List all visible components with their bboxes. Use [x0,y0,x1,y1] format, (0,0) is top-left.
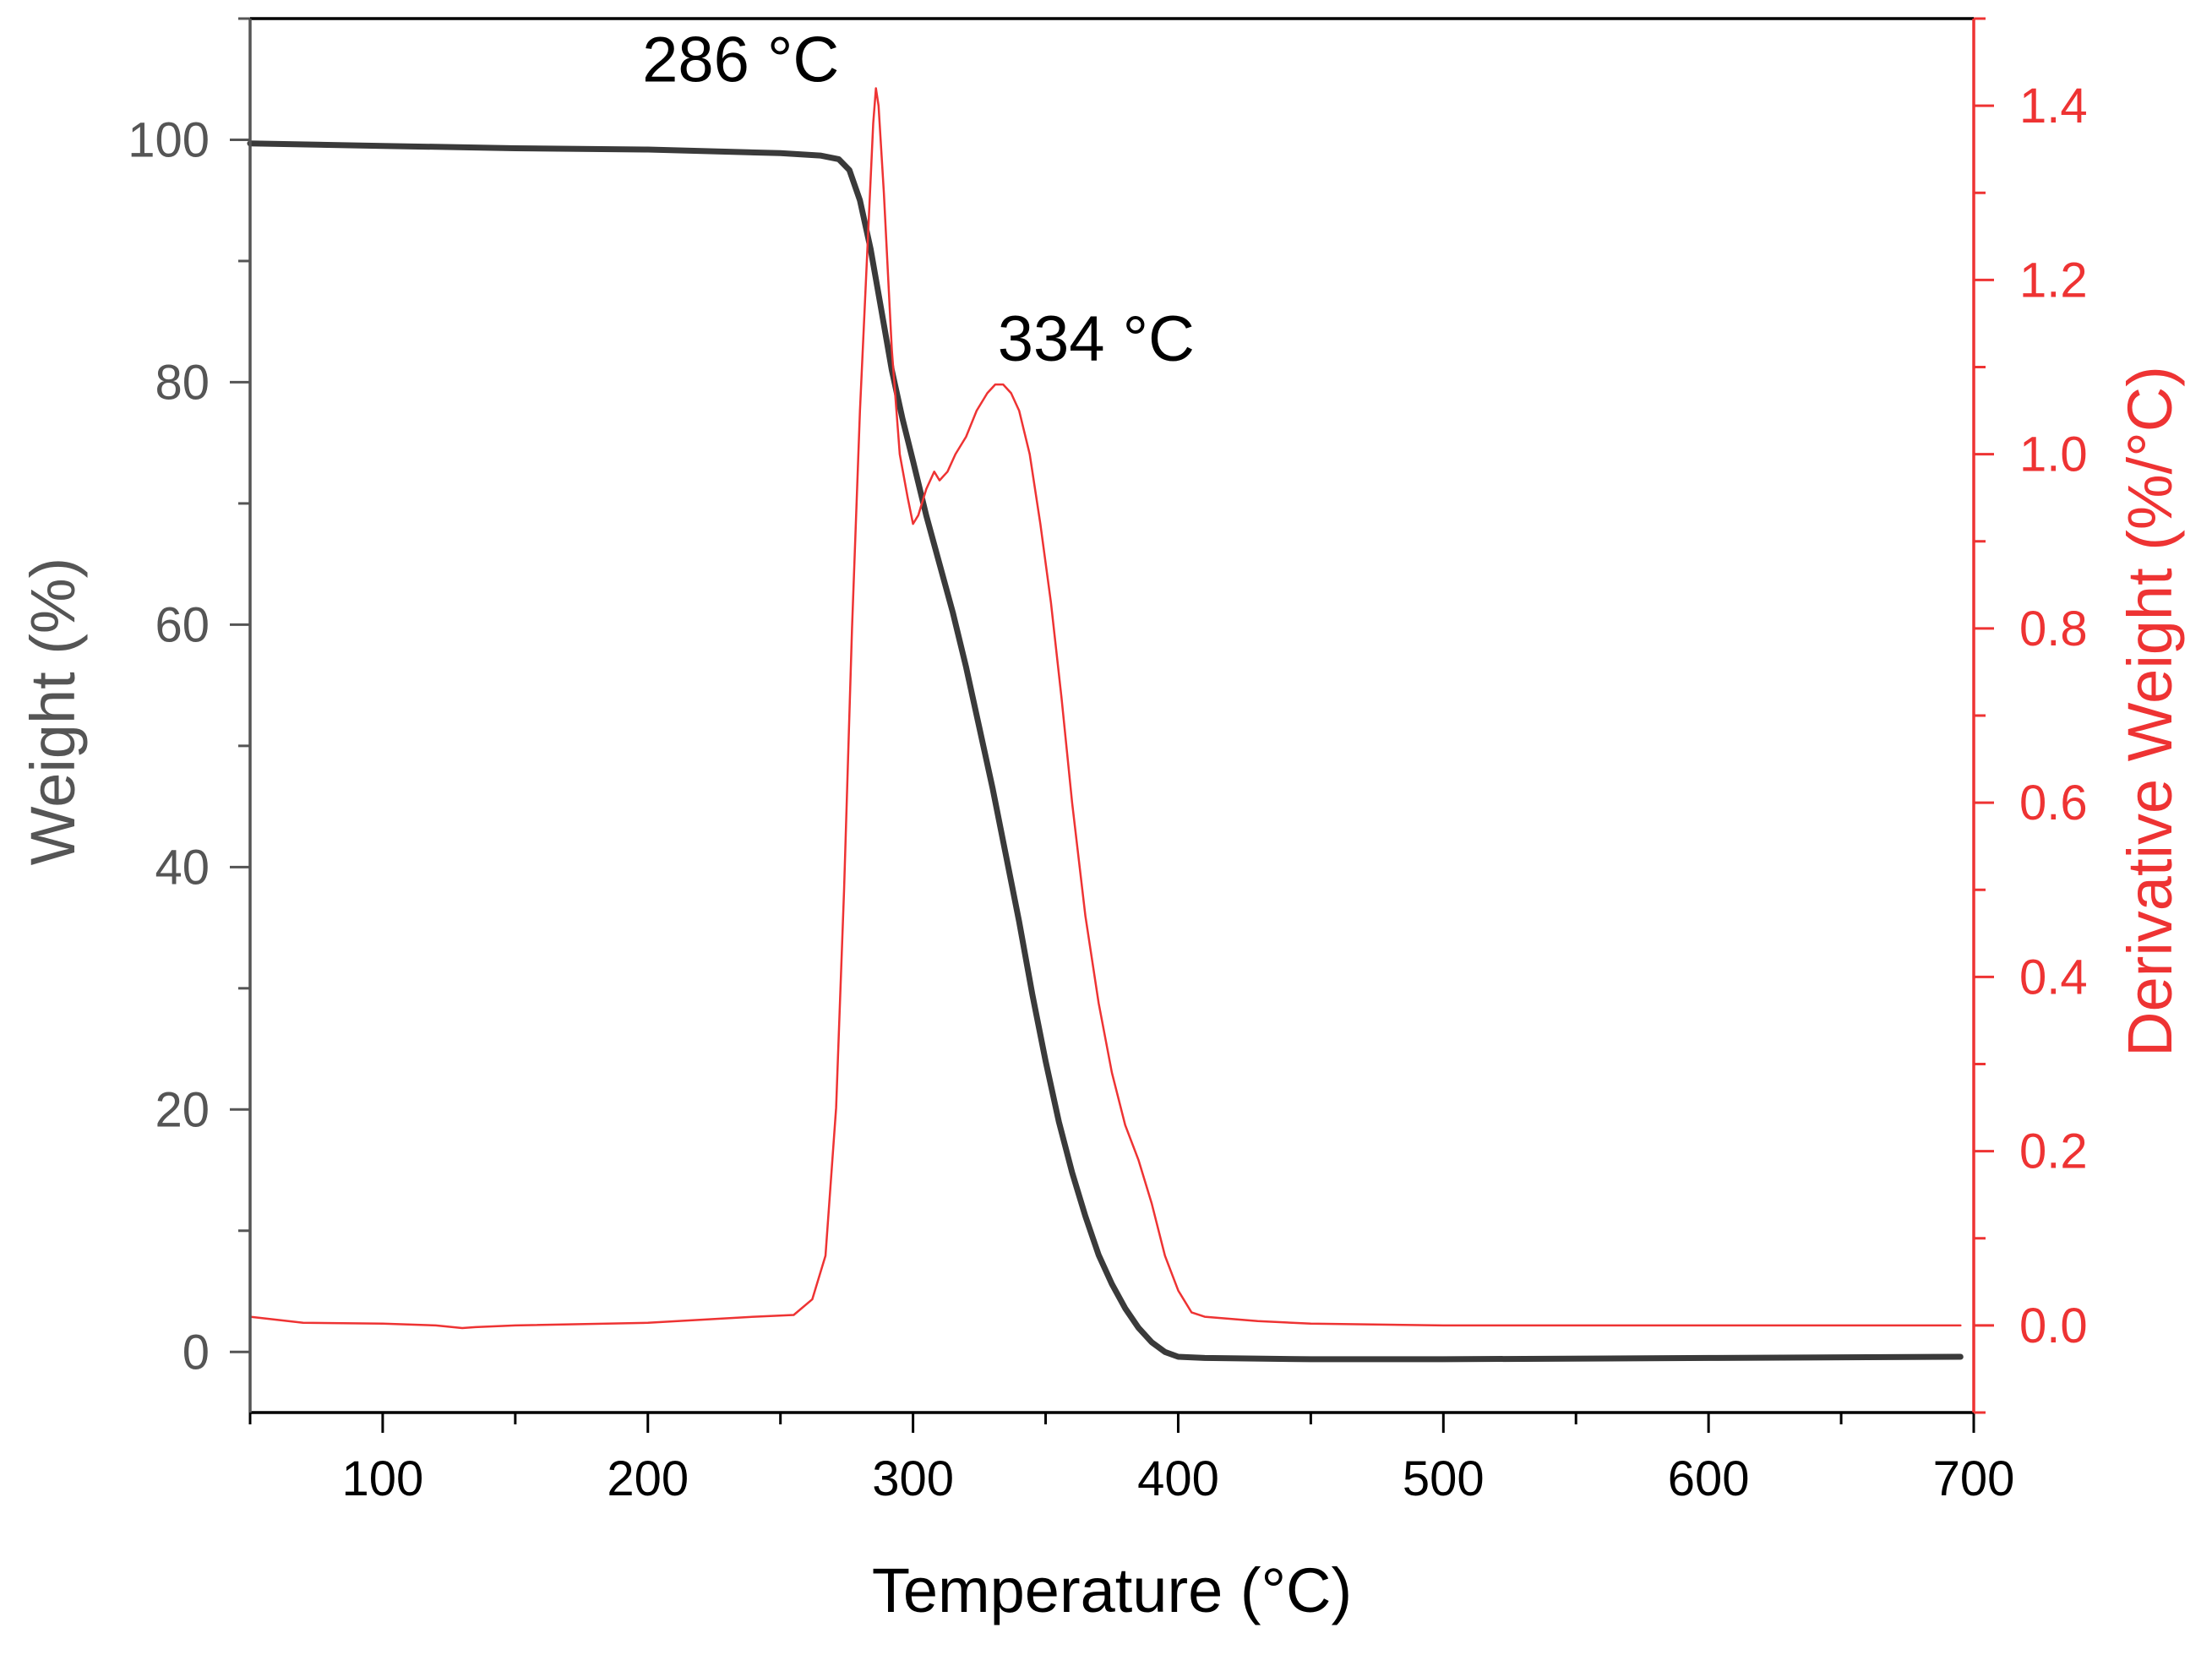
y2-axis-title: Derivative Weight (%/°C) [2115,366,2185,1057]
derivative-series-line [248,87,1962,1330]
y-tick-label: 80 [155,355,210,410]
peak-annotation: 286 °C [642,24,839,96]
weight-series-line [247,140,1964,1363]
x-tick-label: 700 [1933,1451,2015,1506]
y2-tick-label: 1.2 [2019,253,2088,308]
annotations: 286 °C 334 °C [642,24,1195,376]
x-tick-label: 500 [1403,1451,1485,1506]
axis-frame [248,17,1975,1414]
x-axis-title: Temperature (°C) [872,1555,1352,1625]
x-tick-label: 200 [607,1451,689,1506]
y2-tick-label: 0.0 [2019,1298,2088,1353]
series-layer [247,87,1964,1363]
y-tick-label: 60 [155,597,210,652]
y-axis-title: Weight (%) [18,558,88,866]
y-tick-label: 0 [183,1325,210,1380]
x-tick-label: 300 [872,1451,954,1506]
tick-labels: 100 200 300 400 500 600 700 0 20 40 60 80 100 0.0 0.2 0… [128,79,2087,1506]
y-tick-label: 40 [155,840,210,895]
y2-tick-label: 1.4 [2019,79,2088,133]
peak-annotation: 334 °C [998,303,1195,375]
y-tick-label: 20 [155,1082,210,1137]
y2-tick-label: 0.6 [2019,776,2088,830]
axis-ticks [230,17,1994,1433]
x-tick-label: 100 [342,1451,424,1506]
y2-tick-label: 1.0 [2019,427,2088,482]
y2-tick-label: 0.8 [2019,602,2088,656]
x-tick-label: 600 [1668,1451,1750,1506]
y2-tick-label: 0.2 [2019,1124,2088,1179]
y2-tick-label: 0.4 [2019,950,2088,1004]
y-tick-label: 100 [128,112,210,167]
x-tick-label: 400 [1137,1451,1219,1506]
